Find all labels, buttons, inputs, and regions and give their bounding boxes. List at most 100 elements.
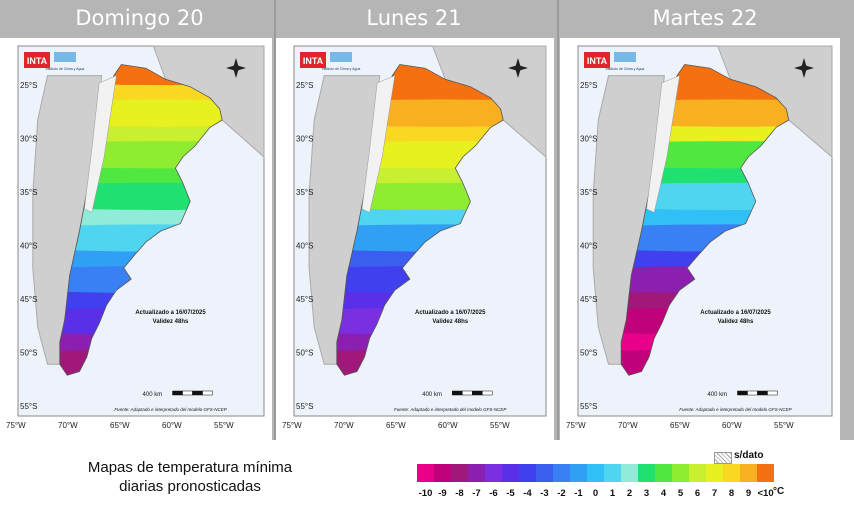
validity-label: Validez 48hs xyxy=(718,319,754,325)
longitude-label: 70°W xyxy=(58,421,78,430)
latitude-label: 50°S xyxy=(580,349,597,358)
institute-name: Instituto de Clima y Agua xyxy=(322,67,361,71)
legend-swatch xyxy=(672,464,689,482)
longitude-label: 55°W xyxy=(774,421,794,430)
panel-divider xyxy=(274,0,276,440)
map-panel: INTA Instituto de Clima y Agua 25°S 30°S 35°… xyxy=(276,38,554,440)
institute-logo xyxy=(614,52,636,62)
longitude-label: 55°W xyxy=(490,421,510,430)
legend-label: -2 xyxy=(557,488,566,499)
latitude-label: 35°S xyxy=(296,188,313,197)
legend-label: <10 xyxy=(757,488,774,499)
legend-label: 5 xyxy=(677,488,684,499)
legend-swatch xyxy=(723,464,740,482)
legend-swatch xyxy=(468,464,485,482)
longitude-label: 60°W xyxy=(438,421,458,430)
latitude-label: 30°S xyxy=(580,135,597,144)
argentina-outline xyxy=(59,64,223,376)
legend-swatch xyxy=(519,464,536,482)
scale-label: 400 km xyxy=(422,392,442,398)
latitude-label: 50°S xyxy=(296,349,313,358)
legend-swatch xyxy=(434,464,451,482)
title-martes: Martes 22 xyxy=(652,6,758,30)
source-label: Fuente: Adaptado e interpretado del mode… xyxy=(394,407,506,412)
latitude-label: 40°S xyxy=(20,242,37,251)
panel-divider xyxy=(557,0,559,440)
longitude-label: 60°W xyxy=(162,421,182,430)
scale-label: 400 km xyxy=(707,392,727,398)
legend-label: -1 xyxy=(574,488,583,499)
title-domingo: Domingo 20 xyxy=(75,6,204,30)
scale-bar xyxy=(481,390,493,396)
legend-label: 3 xyxy=(643,488,650,499)
institute-name: Instituto de Clima y Agua xyxy=(46,67,85,71)
legend-label: -5 xyxy=(506,488,515,499)
latitude-label: 35°S xyxy=(580,188,597,197)
institute-logo xyxy=(330,52,352,62)
longitude-label: 60°W xyxy=(722,421,742,430)
no-data-label: s/dato xyxy=(734,450,764,461)
legend-label: 2 xyxy=(626,488,633,499)
scale-bar xyxy=(471,390,483,396)
compass-icon xyxy=(508,58,528,78)
latitude-label: 55°S xyxy=(20,402,37,411)
scale-bar xyxy=(202,390,213,396)
legend-label: -9 xyxy=(438,488,447,499)
legend-swatch xyxy=(502,464,519,482)
legend-swatch xyxy=(570,464,587,482)
scale-label: 400 km xyxy=(143,392,163,398)
inta-logo-text: INTA xyxy=(303,56,324,66)
scale-bar xyxy=(192,390,203,396)
legend-label: 6 xyxy=(694,488,701,499)
latitude-label: 25°S xyxy=(580,81,597,90)
legend-swatch xyxy=(706,464,723,482)
map-panel: INTA Instituto de Clima y Agua 25°S 30°S 35°… xyxy=(0,38,272,440)
latitude-label: 40°S xyxy=(296,242,313,251)
updated-label: Actualizado a 16/07/2025 xyxy=(135,310,206,316)
latitude-label: 55°S xyxy=(296,402,313,411)
scale-bar xyxy=(461,390,473,396)
validity-label: Validez 48hs xyxy=(153,319,189,325)
title-lunes: Lunes 21 xyxy=(366,6,462,30)
longitude-label: 65°W xyxy=(110,421,130,430)
scale-bar xyxy=(737,390,748,396)
latitude-label: 25°S xyxy=(20,81,37,90)
latitude-label: 50°S xyxy=(20,349,37,358)
longitude-label: 75°W xyxy=(6,421,26,430)
latitude-label: 30°S xyxy=(20,135,37,144)
validity-label: Validez 48hs xyxy=(432,319,468,325)
inta-logo-text: INTA xyxy=(587,56,608,66)
map-panel: INTA Instituto de Clima y Agua 25°S 30°S 35°… xyxy=(560,38,840,440)
caption-line1: Mapas de temperatura mínima xyxy=(87,459,293,476)
latitude-label: 45°S xyxy=(580,295,597,304)
legend-swatch xyxy=(689,464,706,482)
longitude-label: 65°W xyxy=(670,421,690,430)
legend-swatch xyxy=(485,464,502,482)
legend-swatch xyxy=(451,464,468,482)
legend-swatch xyxy=(757,464,774,482)
legend-swatch xyxy=(417,464,434,482)
legend-label: -7 xyxy=(472,488,481,499)
argentina-outline xyxy=(336,64,504,376)
latitude-label: 55°S xyxy=(580,402,597,411)
legend-swatch xyxy=(536,464,553,482)
source-label: Fuente: Adaptado e interpretado del mode… xyxy=(114,407,226,412)
inta-logo xyxy=(24,52,50,68)
longitude-label: 70°W xyxy=(618,421,638,430)
compass-icon xyxy=(226,58,246,78)
legend-label: 4 xyxy=(660,488,667,499)
longitude-label: 75°W xyxy=(282,421,302,430)
title-bar xyxy=(0,0,854,38)
legend-label: 8 xyxy=(728,488,735,499)
latitude-label: 25°S xyxy=(296,81,313,90)
updated-label: Actualizado a 16/07/2025 xyxy=(700,310,771,316)
no-data-area xyxy=(646,75,680,213)
latitude-label: 40°S xyxy=(580,242,597,251)
scale-bar xyxy=(451,390,463,396)
latitude-label: 30°S xyxy=(296,135,313,144)
latitude-label: 45°S xyxy=(296,295,313,304)
inta-logo xyxy=(300,52,326,68)
updated-label: Actualizado a 16/07/2025 xyxy=(415,310,486,316)
